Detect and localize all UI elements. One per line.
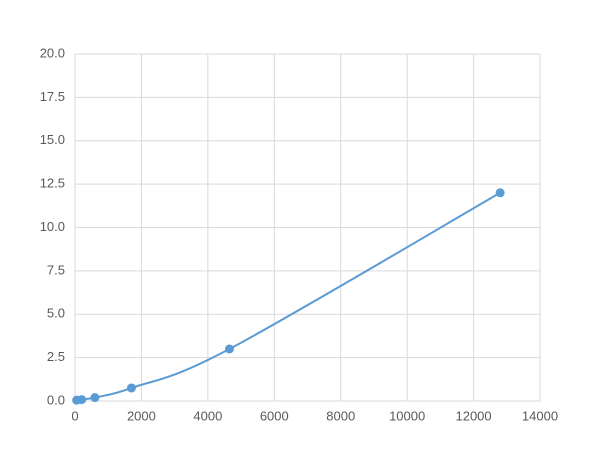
point [495, 188, 505, 198]
line [76, 191, 501, 402]
point [77, 395, 87, 405]
x-tick-label: 0 [71, 408, 78, 423]
x-tick-label: 8000 [326, 408, 355, 423]
x-tick-label: 6000 [260, 408, 289, 423]
y-tick-label: 0.0 [47, 392, 65, 407]
y-tick-label: 12.5 [40, 176, 65, 191]
x-tick-label: 10000 [389, 408, 425, 423]
y-tick-label: 5.0 [47, 306, 65, 321]
y-tick-label: 20.0 [40, 45, 65, 60]
x-tick-label: 14000 [522, 408, 558, 423]
y-tick-label: 15.0 [40, 132, 65, 147]
y-tick-label: 7.5 [47, 262, 65, 277]
point [126, 383, 136, 393]
y-tick-label: 17.5 [40, 89, 65, 104]
y-tick-label: 10.0 [40, 219, 65, 234]
point [90, 393, 100, 403]
x-tick-label: 2000 [127, 408, 156, 423]
point [224, 344, 234, 354]
x-tick-label: 4000 [193, 408, 222, 423]
x-tick-label: 12000 [455, 408, 491, 423]
y-tick-label: 2.5 [47, 349, 65, 364]
